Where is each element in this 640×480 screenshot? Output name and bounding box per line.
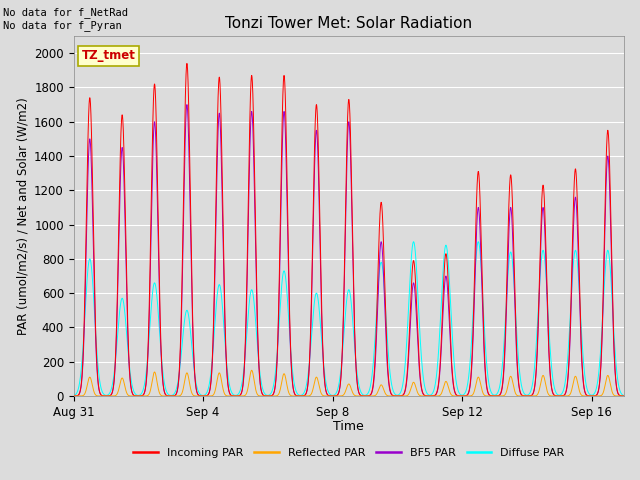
Y-axis label: PAR (umol/m2/s) / Net and Solar (W/m2): PAR (umol/m2/s) / Net and Solar (W/m2)	[17, 97, 30, 335]
X-axis label: Time: Time	[333, 420, 364, 433]
Text: No data for f_NetRad
No data for f_Pyran: No data for f_NetRad No data for f_Pyran	[3, 7, 128, 31]
Legend: Incoming PAR, Reflected PAR, BF5 PAR, Diffuse PAR: Incoming PAR, Reflected PAR, BF5 PAR, Di…	[129, 444, 568, 462]
Text: TZ_tmet: TZ_tmet	[82, 49, 136, 62]
Title: Tonzi Tower Met: Solar Radiation: Tonzi Tower Met: Solar Radiation	[225, 16, 472, 31]
